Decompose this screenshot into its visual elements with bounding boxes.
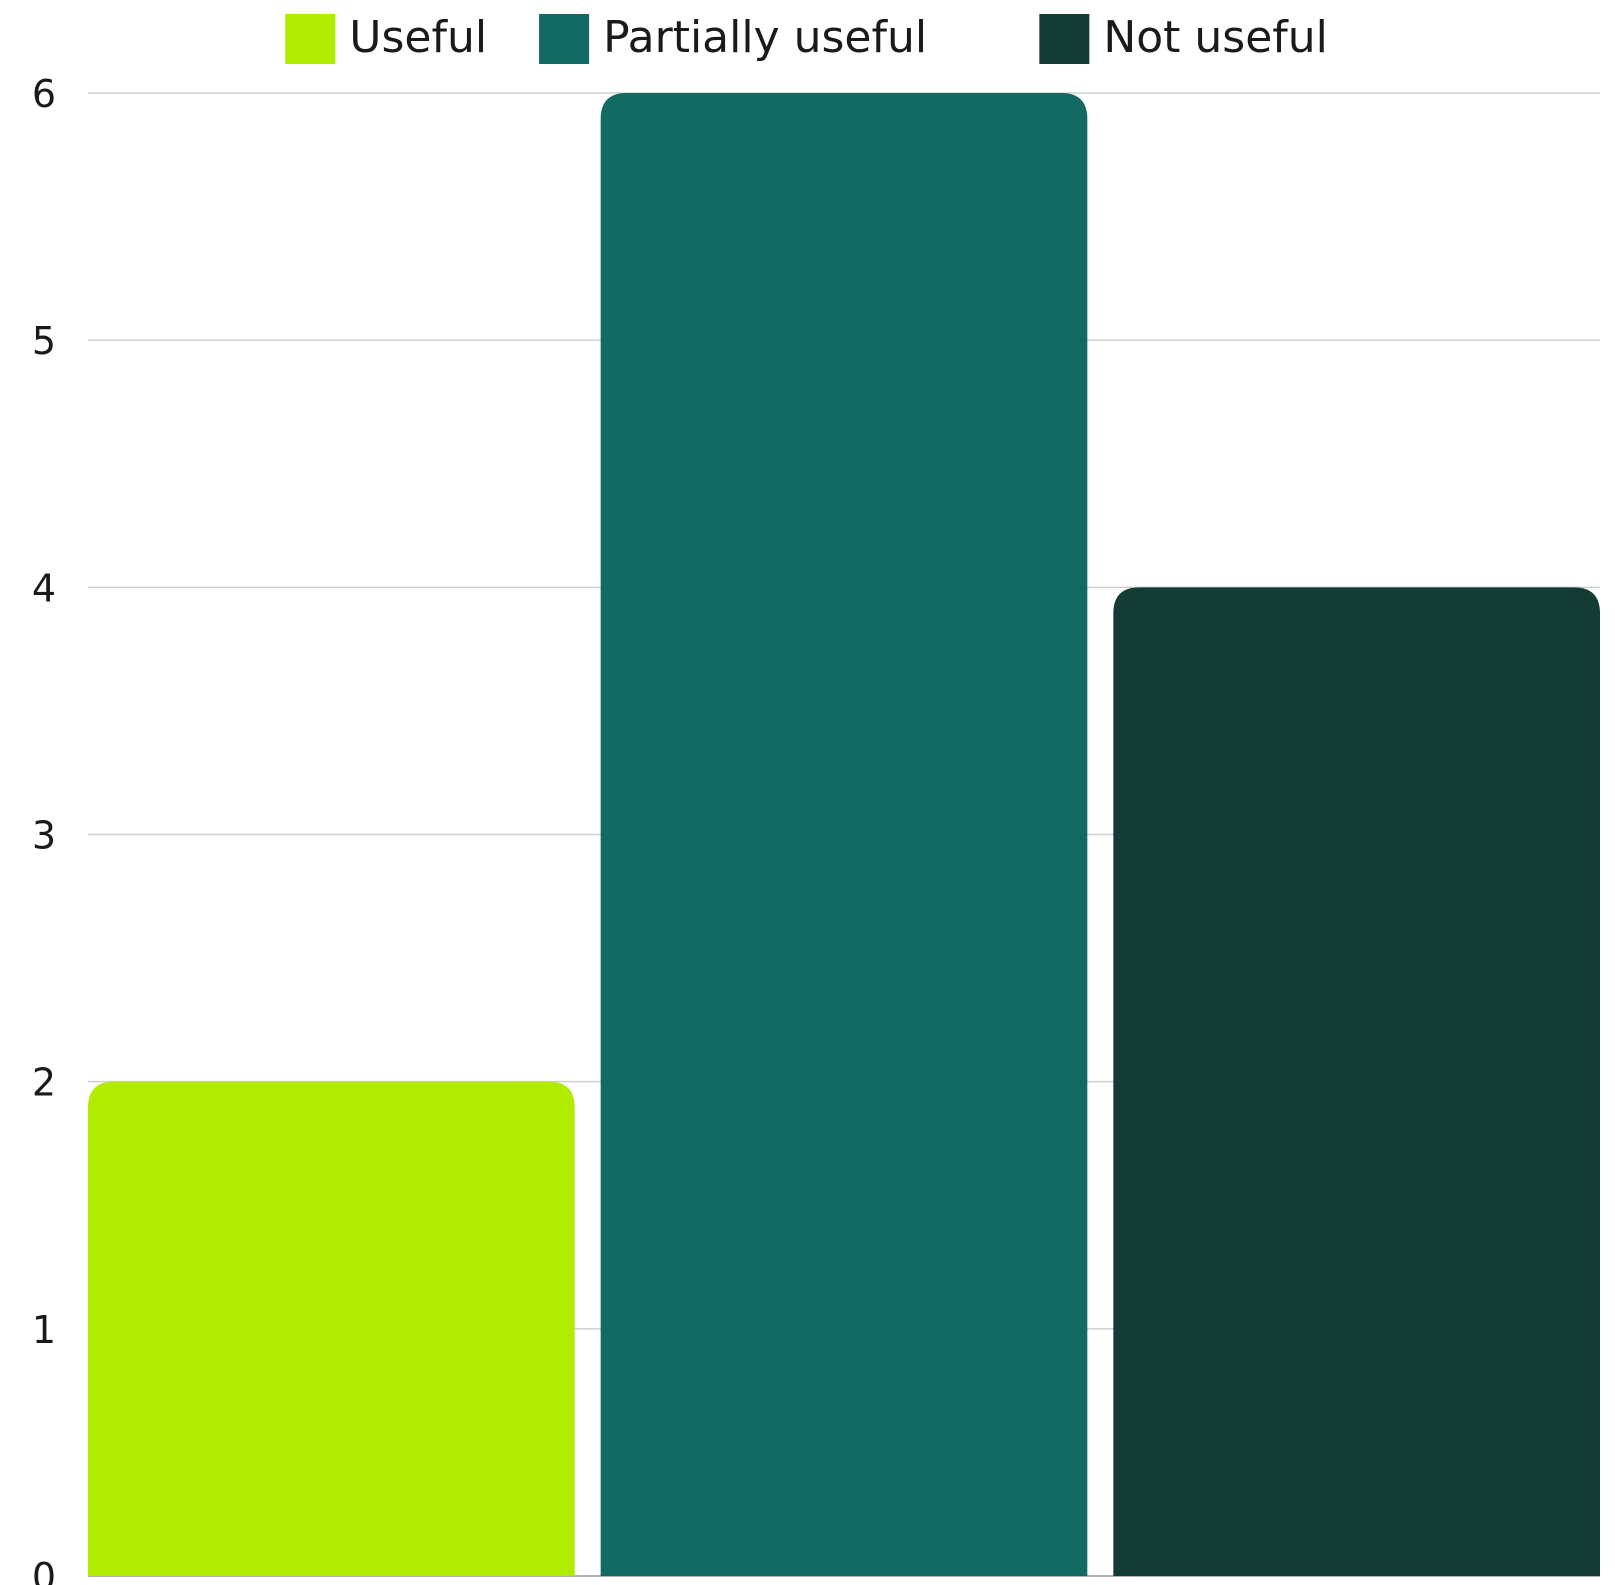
legend-label-partially-useful: Partially useful — [603, 12, 927, 63]
legend-swatch-partially-useful — [539, 14, 590, 64]
y-tick-label: 3 — [32, 814, 56, 858]
bar-partially-useful — [600, 93, 1088, 1576]
bar-not-useful — [1113, 587, 1600, 1576]
y-tick-label: 4 — [32, 566, 56, 610]
y-axis: 0 1 2 3 4 5 6 — [32, 72, 56, 1585]
y-tick-label: 5 — [32, 319, 56, 363]
y-tick-label: 0 — [32, 1555, 56, 1585]
bars — [88, 93, 1600, 1576]
y-tick-label: 1 — [32, 1308, 56, 1352]
legend-label-useful: Useful — [349, 12, 487, 63]
bar-useful — [88, 1081, 575, 1576]
legend-swatch-useful — [285, 14, 336, 64]
legend-swatch-not-useful — [1039, 14, 1090, 64]
y-tick-label: 2 — [32, 1061, 56, 1105]
y-tick-label: 6 — [32, 72, 56, 116]
legend-label-not-useful: Not useful — [1103, 12, 1328, 63]
legend: Useful Partially useful Not useful — [285, 12, 1328, 64]
